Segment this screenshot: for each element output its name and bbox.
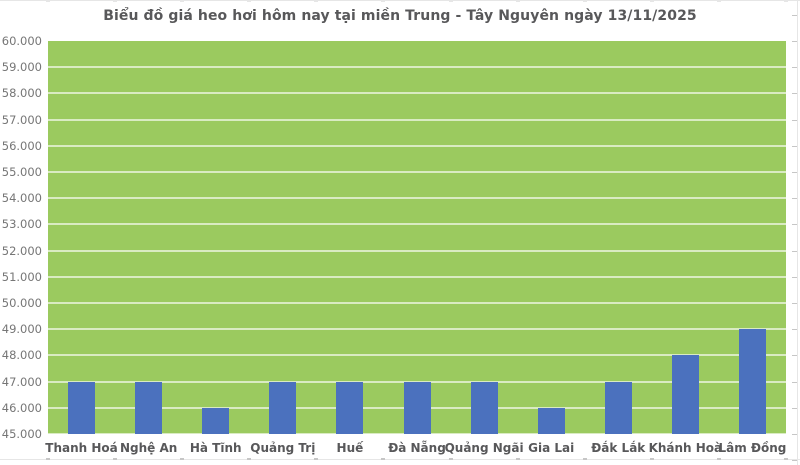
frame-tick-top <box>582 0 587 2</box>
frame-tick-right <box>792 67 797 69</box>
bar <box>738 329 766 434</box>
frame-line-right <box>797 0 798 465</box>
y-axis-tick-label: 53.000 <box>1 217 42 232</box>
bar <box>336 381 364 434</box>
gridline <box>48 302 786 304</box>
frame-tick-right <box>792 119 797 121</box>
gridline <box>48 144 786 147</box>
frame-tick-bottom <box>314 458 319 460</box>
gridline <box>48 433 786 435</box>
gridline <box>48 197 786 200</box>
bar <box>671 355 699 434</box>
bar <box>470 381 498 434</box>
frame-tick-bottom <box>113 458 118 460</box>
gridline <box>48 92 786 95</box>
frame-tick-right <box>792 460 797 462</box>
frame-tick-bottom <box>649 458 654 460</box>
x-axis-category-label: Khánh Hoà <box>648 441 723 455</box>
frame-tick-top <box>46 0 50 2</box>
x-axis-category-label: Gia Lai <box>528 441 575 455</box>
bar <box>68 381 96 434</box>
frame-tick-bottom <box>448 458 453 460</box>
frame-tick-top <box>716 0 721 2</box>
frame-tick-top <box>515 0 520 2</box>
frame-tick-bottom <box>46 458 50 460</box>
y-axis-tick-label: 60.000 <box>1 34 42 48</box>
frame-tick-right <box>792 198 797 200</box>
frame-tick-bottom <box>582 458 587 460</box>
frame-tick-right <box>792 276 797 278</box>
gridline <box>48 118 786 121</box>
gridline <box>48 328 786 331</box>
frame-tick-top <box>784 0 788 2</box>
y-axis-tick-label: 51.000 <box>1 269 42 284</box>
gridline <box>48 354 786 357</box>
x-axis-category-label: Thanh Hoá <box>45 441 118 455</box>
x-axis-category-label: Nghệ An <box>119 441 178 455</box>
frame-tick-right <box>792 145 797 147</box>
y-axis-tick-label: 50.000 <box>1 296 42 310</box>
frame-tick-bottom <box>247 458 252 460</box>
gridline <box>48 171 786 173</box>
frame-tick-right <box>792 434 797 435</box>
frame-line-bottom <box>0 459 800 460</box>
frame-tick-right <box>792 41 797 42</box>
chart-title: Biểu đồ giá heo hơi hôm nay tại miền Tru… <box>103 8 697 24</box>
gridline <box>48 275 786 278</box>
bar <box>537 407 565 434</box>
frame-tick-right <box>792 407 797 409</box>
frame-tick-top <box>247 0 252 2</box>
x-axis-category-label: Lâm Đồng <box>718 441 787 455</box>
bar <box>202 407 230 434</box>
frame-tick-right <box>792 329 797 331</box>
x-axis-category-label: Đà Nẵng <box>388 441 446 455</box>
bar <box>604 381 632 434</box>
frame-tick-bottom <box>716 458 721 460</box>
x-axis-category-label: Quảng Trị <box>250 441 316 455</box>
frame-tick-bottom <box>515 458 520 460</box>
y-axis-tick-label: 54.000 <box>1 191 42 206</box>
plot-area <box>48 41 786 435</box>
frame-tick-top <box>448 0 453 2</box>
frame-tick-right <box>792 303 797 304</box>
y-axis-tick-label: 57.000 <box>1 112 42 127</box>
x-axis-category-label: Hà Tĩnh <box>189 441 242 455</box>
frame-tick-right <box>792 93 797 95</box>
frame-tick-bottom <box>784 458 788 460</box>
frame-tick-right <box>792 250 797 252</box>
y-axis-tick-label: 46.000 <box>1 400 42 415</box>
bar <box>135 381 163 434</box>
frame-tick-top <box>314 0 319 2</box>
y-axis-tick-label: 55.000 <box>1 165 42 179</box>
frame-tick-right <box>792 355 797 357</box>
bar <box>269 381 297 434</box>
frame-tick-right <box>792 381 797 383</box>
y-axis-tick-label: 56.000 <box>1 138 42 153</box>
frame-tick-bottom <box>381 458 386 460</box>
frame-tick-top <box>381 0 386 2</box>
gridline <box>48 249 786 252</box>
frame-tick-top <box>180 0 185 2</box>
y-axis-tick-label: 47.000 <box>1 374 42 389</box>
frame-tick-right <box>792 14 797 16</box>
frame-line-top <box>0 0 800 1</box>
y-axis-tick-label: 49.000 <box>1 322 42 337</box>
y-axis-tick-label: 48.000 <box>1 348 42 363</box>
frame-tick-top <box>113 0 118 2</box>
frame-tick-right <box>792 224 797 226</box>
x-axis-category-label: Đắk Lắk <box>591 441 646 455</box>
frame-tick-top <box>649 0 654 2</box>
x-axis-category-label: Quảng Ngãi <box>444 441 524 455</box>
frame-tick-right <box>792 172 797 173</box>
gridline <box>48 223 786 226</box>
y-axis-tick-label: 45.000 <box>1 427 42 441</box>
frame-tick-bottom <box>180 458 185 460</box>
gridline <box>48 66 786 69</box>
y-axis-tick-label: 52.000 <box>1 243 42 258</box>
y-axis-tick-label: 58.000 <box>1 86 42 101</box>
y-axis-tick-label: 59.000 <box>1 60 42 75</box>
bar <box>403 381 431 434</box>
x-axis-category-label: Huế <box>336 441 364 455</box>
